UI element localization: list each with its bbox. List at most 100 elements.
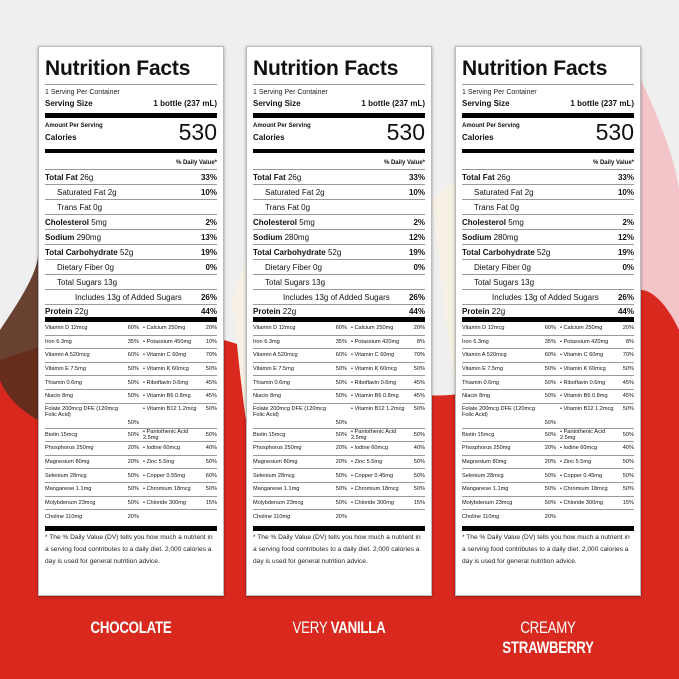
flavor-main: STRAWBERRY (502, 638, 594, 657)
nutrient-dv: 10% (408, 187, 425, 197)
vitamin-name: Biotin 15mcg (45, 431, 78, 438)
nutrient-amount: 2g (107, 187, 117, 197)
nutrient-row: Includes 13g of Added Sugars 26% (462, 290, 634, 305)
vitamin-name: Manganese 1.1mg (462, 486, 509, 493)
vitamin-name: Selenium 28mcg (45, 472, 87, 479)
mineral-name-text: Vitamin C 60mg (354, 352, 395, 359)
vitamin-name: Vitamin A 520mcg (253, 352, 298, 359)
nutrient-amount: 290mg (76, 232, 102, 242)
vitamin-dv: 50% (127, 499, 139, 506)
nutrient-row: Trans Fat 0g (45, 200, 217, 215)
flavor-name-1: VERY VANILLA (266, 618, 411, 638)
vitamin-row: Choline 110mg 20% (253, 510, 425, 524)
nutrient-dv: 33% (408, 172, 425, 182)
vitamin-name: Vitamin A 520mcg (45, 352, 90, 359)
mineral-name-text: Vitamin B12 1.2mcg (354, 405, 405, 412)
mineral-name-text: Vitamin B6 0.8mg (354, 393, 399, 400)
mineral-name: • Riboflavin 0.6mg (560, 379, 606, 386)
nutrient-name: Protein (45, 306, 73, 316)
nutrient-amount: 22g (491, 306, 506, 316)
mineral-name: • Copper 0.45mg (351, 472, 394, 479)
vitamin-dv: 50% (335, 472, 347, 479)
vitamin-name: Folate 200mcg DFE (120mcg Folic Acid) (462, 405, 536, 418)
footnote: * The % Daily Value (DV) tells you how m… (45, 533, 213, 565)
mineral-name: • Iodine 60mcg (143, 445, 181, 452)
mineral-dv: 60% (205, 472, 217, 479)
nutrient-name: Dietary Fiber (57, 262, 103, 272)
nutrient-amount: 0g (93, 202, 103, 212)
nutrient-dv: 0% (622, 262, 634, 272)
nutrient-row: Total Fat 26g 33% (253, 170, 425, 185)
mineral-name-text: Vitamin C 60mg (146, 352, 187, 359)
nutrient-dv: 12% (617, 232, 634, 242)
nutrient-amount: 26g (496, 172, 511, 182)
vitamin-name: Vitamin E 7.5mg (253, 366, 294, 373)
mineral-dv: 8% (416, 338, 425, 345)
mineral-name-text: Calcium 250mg (146, 325, 186, 332)
mineral-name: • Pantothenic Acid 2.5mg (351, 428, 397, 441)
vitamin-dv: 60% (127, 325, 139, 332)
vitamin-row: Biotin 15mcg 50% • Pantothenic Acid 2.5mg 5… (253, 429, 425, 443)
mineral-name-text: Iodine 60mcg (146, 445, 181, 452)
nutrient-name: Protein (462, 306, 490, 316)
mineral-name-text: Chromium 18mcg (563, 486, 608, 493)
nutrient-amount: 5mg (508, 217, 524, 227)
nutrient-name: Trans Fat (474, 202, 508, 212)
nutrition-label-0: Nutrition Facts 1 Serving Per Container … (38, 46, 224, 596)
nutrient-row: Dietary Fiber 0g 0% (462, 260, 634, 275)
label-title: Nutrition Facts (462, 56, 634, 85)
mineral-dv: 15% (622, 499, 634, 506)
nutrient-amount: 5mg (91, 217, 107, 227)
vitamin-row: Niacin 8mg 50% • Vitamin B6 0.8mg 45% (253, 390, 425, 404)
nutrient-amount: 22g (74, 306, 89, 316)
calories-label: Calories (462, 133, 494, 142)
divider (45, 525, 217, 531)
vitamin-row: Folate 200mcg DFE (120mcg Folic Acid) 50%… (462, 404, 634, 429)
serving-size-value: 1 bottle (237 mL) (570, 99, 634, 108)
nutrient-name: Trans Fat (265, 202, 299, 212)
divider (253, 525, 425, 531)
mineral-dv: 70% (205, 352, 217, 359)
vitamin-name: Biotin 15mcg (462, 431, 495, 438)
nutrient-row: Total Fat 26g 33% (462, 170, 634, 185)
nutrient-name: Total Fat (45, 172, 78, 182)
vitamin-row: Molybdenum 23mcg 50% • Chloride 300mg 15% (253, 497, 425, 511)
nutrient-name: Includes 13g of Added Sugars (75, 292, 182, 302)
vitamin-row: Niacin 8mg 50% • Vitamin B6 0.8mg 45% (462, 390, 634, 404)
serving-size-value: 1 bottle (237 mL) (153, 99, 217, 108)
vitamin-dv: 50% (127, 393, 139, 400)
mineral-name: • Zinc 5.5mg (143, 459, 175, 466)
mineral-dv: 50% (413, 431, 425, 438)
nutrient-name: Total Carbohydrate (45, 247, 118, 257)
nutrient-amount: 52g (536, 247, 551, 257)
vitamin-row: Selenium 28mcg 50% • Copper 0.55mg 60% (45, 469, 217, 483)
nutrient-row: Saturated Fat 2g 10% (253, 185, 425, 200)
nutrient-row: Total Sugars 13g (462, 275, 634, 290)
servings-per-container: 1 Serving Per Container (253, 89, 328, 96)
nutrient-amount: 280mg (493, 232, 519, 242)
mineral-dv: 70% (622, 352, 634, 359)
servings-per-container: 1 Serving Per Container (45, 89, 120, 96)
vitamin-row: Vitamin D 12mcg 60% • Calcium 250mg 20% (462, 322, 634, 336)
vitamin-dv: 20% (335, 459, 347, 466)
vitamin-row: Iron 6.3mg 35% • Potassium 450mg 10% (45, 336, 217, 350)
nutrient-name: Sodium (45, 232, 75, 242)
nutrient-name: Dietary Fiber (474, 262, 520, 272)
nutrient-row: Cholesterol 5mg 2% (462, 215, 634, 230)
vitamin-row: Phosphorus 250mg 20% • Iodine 60mcg 40% (45, 442, 217, 456)
mineral-name: • Vitamin B12 1.2mcg (143, 405, 197, 412)
mineral-dv: 50% (413, 486, 425, 493)
vitamin-row: Magnesium 80mg 20% • Zinc 5.5mg 50% (45, 456, 217, 470)
vitamin-row: Manganese 1.1mg 50% • Chromium 18mcg 50% (253, 483, 425, 497)
nutrient-amount: 0g (301, 202, 311, 212)
nutrient-amount: 280mg (284, 232, 310, 242)
daily-value-header: % Daily Value* (45, 153, 217, 170)
vitamin-dv: 50% (544, 366, 556, 373)
mineral-dv: 45% (622, 379, 634, 386)
mineral-dv: 40% (205, 445, 217, 452)
mineral-name: • Vitamin B6 0.8mg (143, 393, 191, 400)
vitamin-name: Vitamin E 7.5mg (462, 366, 503, 373)
nutrient-row: Includes 13g of Added Sugars 26% (253, 290, 425, 305)
nutrient-name: Includes 13g of Added Sugars (492, 292, 599, 302)
mineral-name-text: Zinc 5.5mg (563, 459, 592, 466)
